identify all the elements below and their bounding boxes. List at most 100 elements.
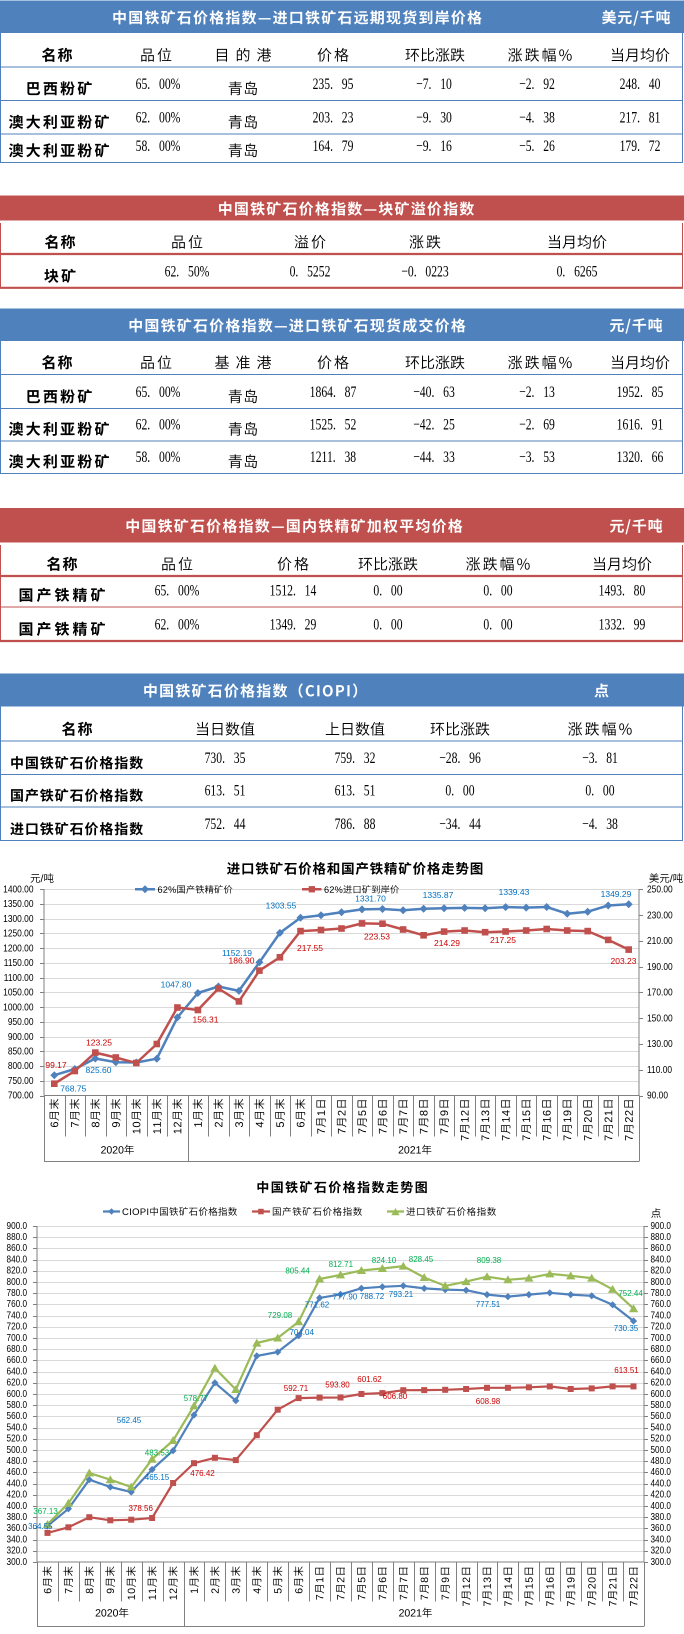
svg-text:235. 95: 235. 95	[313, 76, 354, 93]
svg-text:777.90: 777.90	[333, 1293, 358, 1302]
svg-text:0. 5252: 0. 5252	[290, 264, 331, 281]
svg-text:730.35: 730.35	[614, 1324, 639, 1333]
svg-text:1332. 99: 1332. 99	[599, 617, 646, 634]
svg-text:606.80: 606.80	[383, 1392, 408, 1401]
svg-text:465.15: 465.15	[145, 1473, 170, 1482]
svg-text:1616. 91: 1616. 91	[617, 417, 664, 434]
svg-text:99.17: 99.17	[45, 1060, 67, 1070]
svg-text:500.0: 500.0	[7, 1444, 27, 1455]
svg-text:793.21: 793.21	[389, 1290, 414, 1299]
svg-text:−2. 92: −2. 92	[519, 76, 555, 93]
svg-text:−40. 63: −40. 63	[413, 384, 455, 401]
svg-text:1525. 52: 1525. 52	[310, 417, 357, 434]
svg-text:0. 00: 0. 00	[483, 583, 512, 600]
svg-text:780.0: 780.0	[7, 1287, 27, 1298]
svg-text:613.51: 613.51	[614, 1366, 639, 1375]
svg-text:660.0: 660.0	[651, 1354, 671, 1365]
svg-text:820.0: 820.0	[651, 1265, 671, 1276]
svg-text:720.0: 720.0	[651, 1321, 671, 1332]
svg-text:860.0: 860.0	[7, 1242, 27, 1253]
svg-text:1864. 87: 1864. 87	[310, 384, 357, 401]
svg-text:170.00: 170.00	[647, 987, 673, 998]
svg-text:−9. 16: −9. 16	[416, 138, 452, 155]
svg-text:1152.19: 1152.19	[222, 948, 252, 958]
svg-text:0. 00: 0. 00	[373, 617, 402, 634]
svg-text:880.0: 880.0	[7, 1231, 27, 1242]
svg-text:−28. 96: −28. 96	[439, 750, 481, 767]
svg-text:186.90: 186.90	[229, 956, 255, 966]
svg-text:420.0: 420.0	[651, 1489, 671, 1500]
svg-text:950.00: 950.00	[8, 1016, 34, 1027]
svg-text:759. 32: 759. 32	[335, 750, 376, 767]
svg-text:578.77: 578.77	[184, 1394, 209, 1403]
svg-text:480.0: 480.0	[651, 1455, 671, 1466]
svg-text:217. 81: 217. 81	[620, 110, 661, 127]
svg-text:1331.70: 1331.70	[355, 893, 386, 903]
svg-text:380.0: 380.0	[7, 1511, 27, 1522]
svg-text:65. 00%: 65. 00%	[136, 384, 181, 401]
svg-text:58. 00%: 58. 00%	[136, 449, 181, 466]
svg-text:520.0: 520.0	[651, 1433, 671, 1444]
svg-text:800.00: 800.00	[8, 1061, 34, 1072]
svg-text:0. 00: 0. 00	[585, 783, 614, 800]
svg-text:1320. 66: 1320. 66	[617, 449, 664, 466]
svg-text:771.62: 771.62	[305, 1301, 330, 1310]
svg-text:217.25: 217.25	[490, 935, 516, 945]
svg-text:65. 00%: 65. 00%	[136, 76, 181, 93]
svg-text:1350.00: 1350.00	[3, 899, 33, 910]
svg-text:1100.00: 1100.00	[4, 972, 34, 983]
svg-text:608.98: 608.98	[476, 1397, 501, 1406]
svg-text:580.0: 580.0	[651, 1399, 671, 1410]
svg-text:−5. 26: −5. 26	[519, 138, 555, 155]
svg-text:217.55: 217.55	[297, 943, 323, 953]
svg-text:0. 00: 0. 00	[483, 617, 512, 634]
svg-text:62. 00%: 62. 00%	[136, 110, 181, 127]
svg-text:760.0: 760.0	[651, 1298, 671, 1309]
svg-text:700.00: 700.00	[8, 1090, 34, 1101]
svg-text:824.10: 824.10	[372, 1256, 397, 1265]
svg-text:752.44: 752.44	[618, 1289, 643, 1298]
svg-text:750.00: 750.00	[8, 1075, 34, 1086]
svg-text:740.0: 740.0	[651, 1310, 671, 1321]
svg-text:−3. 53: −3. 53	[519, 449, 555, 466]
svg-text:62. 00%: 62. 00%	[155, 617, 200, 634]
svg-text:−7. 10: −7. 10	[416, 76, 452, 93]
svg-text:620.0: 620.0	[651, 1377, 671, 1388]
svg-text:600.0: 600.0	[651, 1388, 671, 1399]
svg-text:150.00: 150.00	[647, 1013, 673, 1024]
svg-text:62. 50%: 62. 50%	[165, 264, 210, 281]
svg-text:203. 23: 203. 23	[313, 110, 354, 127]
svg-text:1339.43: 1339.43	[499, 887, 530, 897]
svg-text:600.0: 600.0	[7, 1388, 27, 1399]
svg-text:1349.29: 1349.29	[601, 889, 632, 899]
svg-text:812.71: 812.71	[329, 1260, 354, 1269]
svg-text:1303.55: 1303.55	[266, 901, 297, 911]
svg-text:592.71: 592.71	[284, 1384, 309, 1393]
svg-text:−0. 0223: −0. 0223	[401, 264, 448, 281]
svg-text:340.0: 340.0	[651, 1534, 671, 1545]
svg-text:520.0: 520.0	[7, 1433, 27, 1444]
svg-text:−4. 38: −4. 38	[582, 816, 618, 833]
svg-text:460.0: 460.0	[651, 1466, 671, 1477]
svg-text:788.72: 788.72	[360, 1292, 385, 1301]
svg-text:378.56: 378.56	[128, 1504, 153, 1513]
svg-text:593.80: 593.80	[325, 1381, 350, 1390]
svg-text:1200.00: 1200.00	[3, 943, 33, 954]
svg-text:680.0: 680.0	[7, 1343, 27, 1354]
svg-text:320.0: 320.0	[651, 1545, 671, 1556]
svg-text:440.0: 440.0	[651, 1478, 671, 1489]
svg-text:400.0: 400.0	[651, 1500, 671, 1511]
svg-text:164. 79: 164. 79	[313, 138, 354, 155]
svg-text:729.08: 729.08	[268, 1311, 293, 1320]
svg-text:540.0: 540.0	[7, 1422, 27, 1433]
svg-text:214.29: 214.29	[434, 938, 460, 948]
svg-text:740.0: 740.0	[7, 1310, 27, 1321]
svg-text:1512. 14: 1512. 14	[270, 583, 317, 600]
svg-text:248. 40: 248. 40	[620, 76, 661, 93]
svg-text:900.0: 900.0	[651, 1220, 671, 1231]
svg-text:752. 44: 752. 44	[205, 816, 246, 833]
svg-text:1493. 80: 1493. 80	[599, 583, 646, 600]
svg-text:580.0: 580.0	[7, 1399, 27, 1410]
svg-text:640.0: 640.0	[651, 1366, 671, 1377]
svg-text:601.62: 601.62	[357, 1375, 382, 1384]
